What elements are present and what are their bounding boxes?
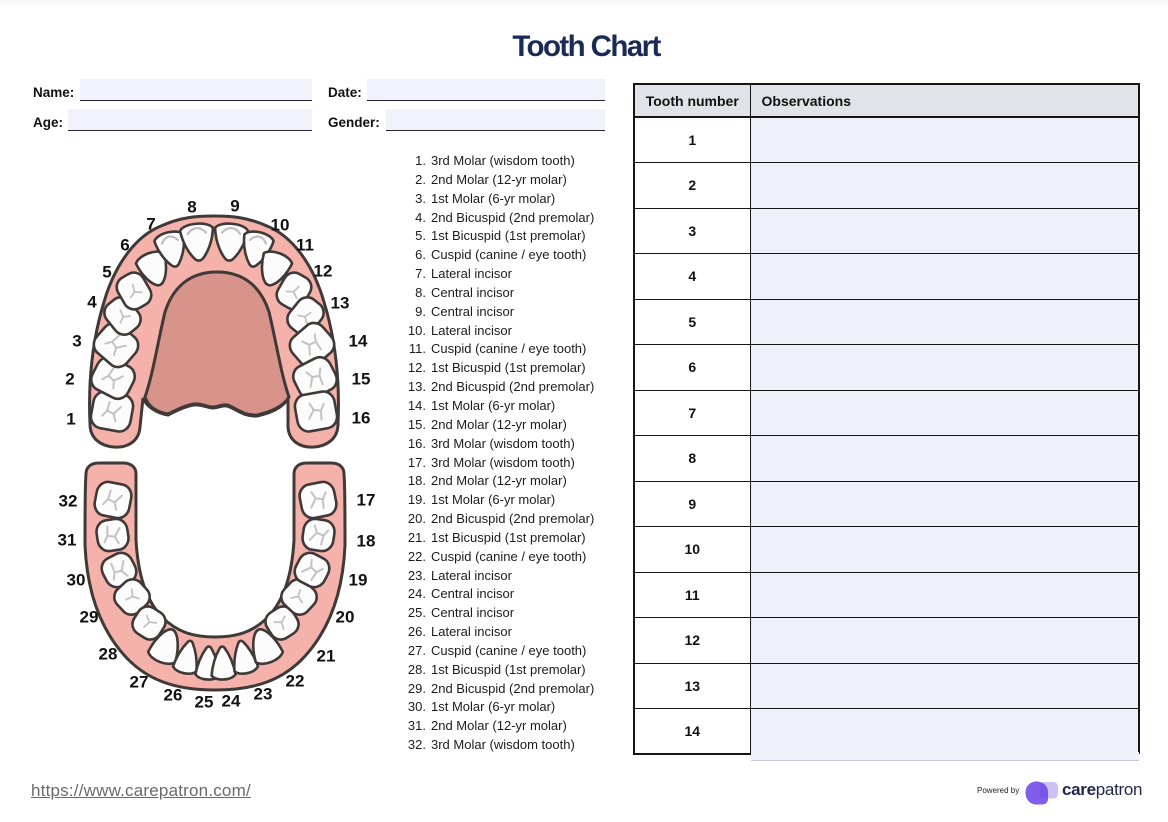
svg-text:18: 18 [357,532,376,551]
svg-text:11: 11 [296,236,314,255]
svg-text:22: 22 [286,672,305,691]
svg-text:19: 19 [349,571,368,590]
svg-text:2: 2 [65,370,74,389]
svg-text:8: 8 [187,198,196,217]
svg-text:16: 16 [352,409,371,428]
svg-text:6: 6 [120,236,129,255]
svg-text:4: 4 [87,293,97,312]
svg-text:5: 5 [102,263,111,282]
svg-text:14: 14 [349,332,368,351]
svg-text:21: 21 [317,647,336,666]
svg-text:32: 32 [59,492,78,511]
svg-text:13: 13 [331,294,350,313]
svg-text:31: 31 [58,531,77,550]
svg-text:12: 12 [314,262,333,281]
svg-text:25: 25 [195,693,214,712]
svg-text:10: 10 [271,216,290,235]
svg-text:3: 3 [72,332,81,351]
svg-text:23: 23 [254,685,273,704]
svg-text:30: 30 [67,571,86,590]
svg-text:15: 15 [352,370,371,389]
svg-text:24: 24 [222,692,241,711]
svg-text:1: 1 [66,410,75,429]
svg-text:9: 9 [230,197,239,216]
svg-text:26: 26 [164,686,183,705]
svg-text:27: 27 [130,673,149,692]
svg-text:20: 20 [336,608,355,627]
svg-text:17: 17 [357,491,376,510]
svg-text:28: 28 [99,645,118,664]
svg-text:7: 7 [146,215,155,234]
svg-text:29: 29 [80,608,99,627]
